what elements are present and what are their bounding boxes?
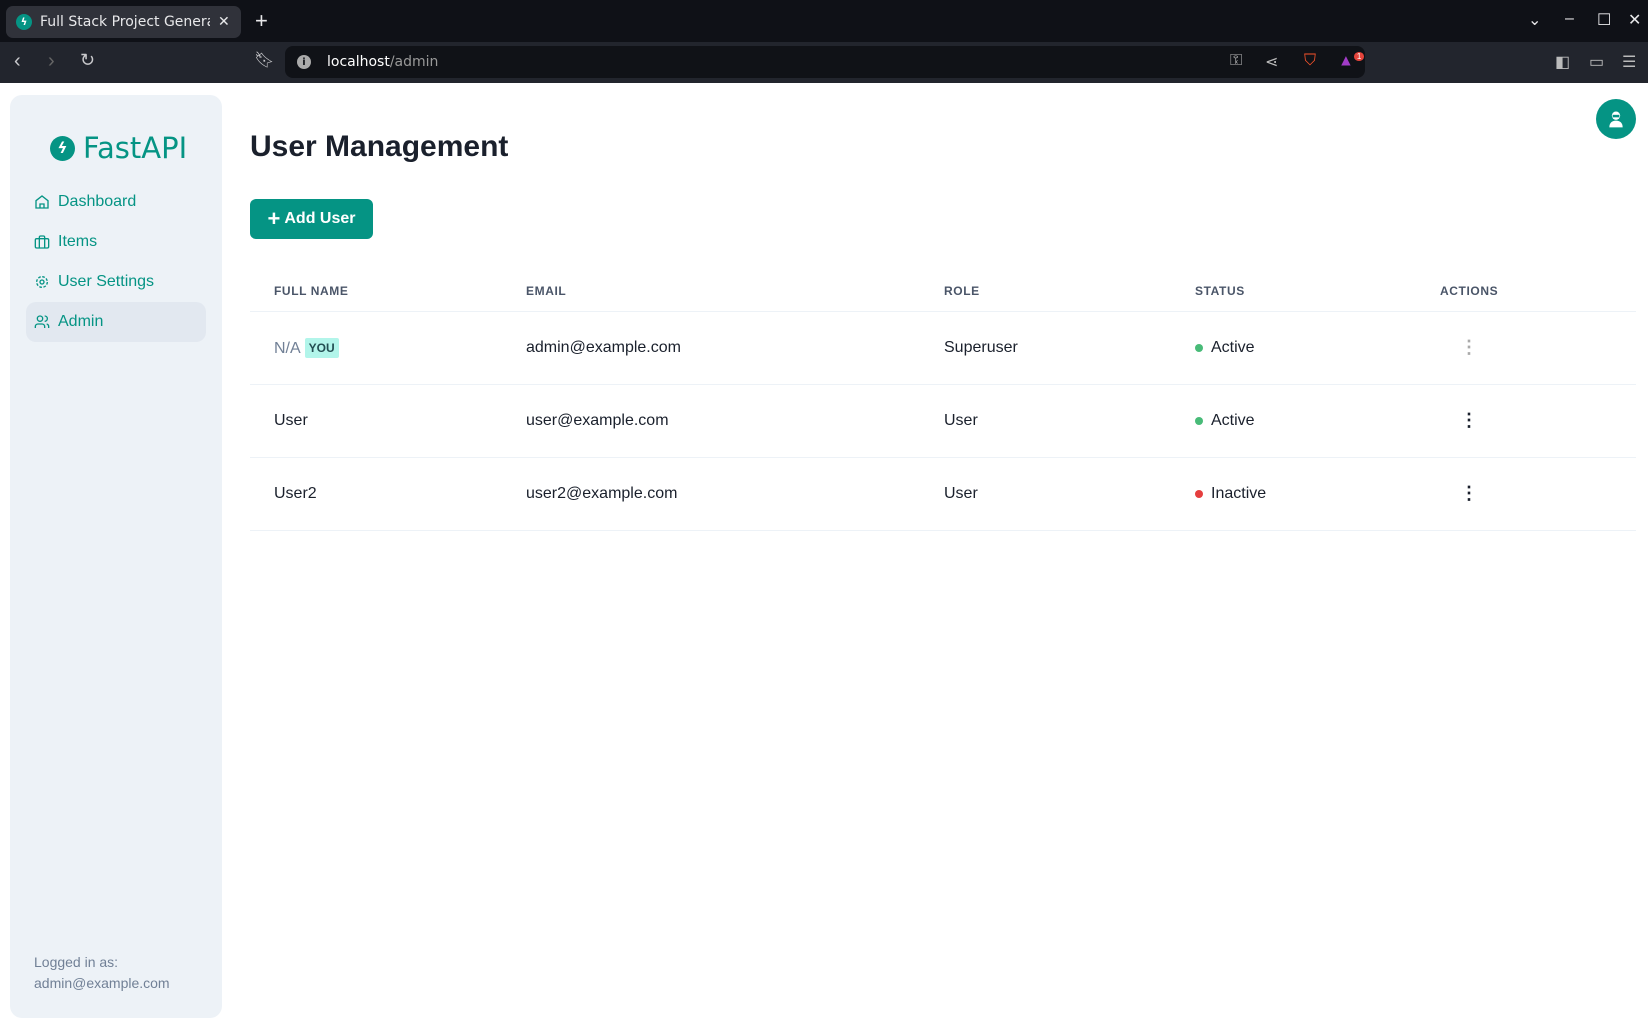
status-dot-icon <box>1195 416 1203 425</box>
more-actions-icon[interactable]: ⋮ <box>1460 410 1478 430</box>
sidebar-item-dashboard[interactable]: Dashboard <box>26 182 206 222</box>
tab-list-chevron-icon[interactable]: ⌄ <box>1528 12 1542 29</box>
briefcase-icon <box>34 235 50 249</box>
table-row: N/A YOU admin@example.com Superuser Activ… <box>250 311 1636 385</box>
more-actions-icon: ⋮ <box>1460 337 1478 357</box>
actions-cell: ⋮ <box>1416 457 1636 531</box>
more-actions-icon[interactable]: ⋮ <box>1460 483 1478 503</box>
sidebar-item-label: Admin <box>58 313 104 330</box>
forward-icon[interactable]: › <box>48 50 55 72</box>
browser-tab[interactable]: ϟ Full Stack Project Generator ✕ <box>6 6 241 38</box>
sidebar-item-items[interactable]: Items <box>26 222 206 262</box>
status-text: Active <box>1211 411 1255 429</box>
sidebar: ϟ FastAPI Dashboard Items User Settings A… <box>10 95 222 1018</box>
sidebar-item-label: Items <box>58 233 98 250</box>
email-cell: user@example.com <box>502 384 920 458</box>
table-row: User user@example.com User Active ⋮ <box>250 384 1636 458</box>
fastapi-logo[interactable]: ϟ FastAPI <box>50 131 187 165</box>
role-cell: User <box>920 384 1171 458</box>
full-name-cell: User <box>250 384 502 458</box>
user-avatar-icon <box>1609 111 1623 128</box>
users-table: FULL NAME EMAIL ROLE STATUS ACTIONS N/A Y… <box>250 272 1636 531</box>
page-title: User Management <box>250 130 509 163</box>
sidebar-item-admin[interactable]: Admin <box>26 302 206 342</box>
key-icon[interactable]: ⚿ <box>1230 52 1243 69</box>
close-tab-icon[interactable]: ✕ <box>218 14 230 30</box>
wallet-icon[interactable]: ▭ <box>1589 54 1605 71</box>
add-user-label: Add User <box>284 210 356 227</box>
status-dot-icon <box>1195 489 1203 498</box>
brave-shield-icon[interactable]: ⛉ <box>1304 52 1317 69</box>
bookmark-icon[interactable]: 🔖︎ <box>254 52 275 69</box>
tab-title: Full Stack Project Generator <box>40 14 210 30</box>
column-header: EMAIL <box>502 272 920 312</box>
browser-toolbar: ‹ › ↻ 🔖︎ i localhost/admin ⚿ ⋖ ⛉ ▲ 1 ◧ ▭ … <box>0 42 1648 83</box>
actions-cell: ⋮ <box>1416 311 1636 385</box>
sidebar-item-user-settings[interactable]: User Settings <box>26 262 206 302</box>
home-icon <box>35 195 49 209</box>
column-header: FULL NAME <box>250 272 502 312</box>
fastapi-logo-icon: ϟ <box>50 135 75 161</box>
status-dot-icon <box>1195 343 1203 352</box>
minimize-icon[interactable]: – <box>1565 10 1574 27</box>
new-tab-icon[interactable]: + <box>255 8 268 33</box>
status-cell: Inactive <box>1171 457 1416 531</box>
status-cell: Active <box>1171 384 1416 458</box>
sidebar-toggle-icon[interactable]: ◧ <box>1555 54 1571 71</box>
role-cell: Superuser <box>920 311 1171 385</box>
column-header: ROLE <box>920 272 1171 312</box>
full-name-cell: N/A YOU <box>250 311 502 385</box>
you-badge: YOU <box>304 337 339 358</box>
role-cell: User <box>920 457 1171 531</box>
back-icon[interactable]: ‹ <box>14 50 21 72</box>
logged-in-info: Logged in as: admin@example.com <box>34 952 170 994</box>
table-header: FULL NAME EMAIL ROLE STATUS ACTIONS <box>250 272 1636 312</box>
site-info-icon[interactable]: i <box>297 55 311 69</box>
full-name-cell: User2 <box>250 457 502 531</box>
close-window-icon[interactable]: ✕ <box>1628 12 1642 29</box>
column-header: STATUS <box>1171 272 1416 312</box>
email-cell: user2@example.com <box>502 457 920 531</box>
status-text: Inactive <box>1211 484 1267 502</box>
fastapi-favicon-icon: ϟ <box>16 14 32 30</box>
url-host: localhost <box>327 54 390 70</box>
maximize-icon[interactable]: ☐ <box>1597 12 1612 29</box>
sidebar-item-label: User Settings <box>58 273 155 290</box>
table-row: User2 user2@example.com User Inactive ⋮ <box>250 457 1636 531</box>
logo-text: FastAPI <box>83 131 188 165</box>
address-bar[interactable]: i localhost/admin <box>285 46 1365 78</box>
url-path: /admin <box>389 54 439 70</box>
gear-icon <box>36 276 48 288</box>
notification-badge: 1 <box>1353 52 1365 61</box>
full-name: N/A <box>274 339 301 357</box>
status-cell: Active <box>1171 311 1416 385</box>
add-user-button[interactable]: + Add User <box>250 199 373 239</box>
brave-rewards-icon[interactable]: ▲ 1 <box>1338 52 1365 70</box>
logged-in-email: admin@example.com <box>34 975 170 991</box>
browser-tab-bar: ϟ Full Stack Project Generator ✕ + ⌄ – ☐… <box>0 0 1648 42</box>
column-header: ACTIONS <box>1416 272 1636 312</box>
share-icon[interactable]: ⋖ <box>1265 54 1279 71</box>
sidebar-item-label: Dashboard <box>58 193 137 210</box>
logged-in-label: Logged in as: <box>34 954 119 970</box>
status-text: Active <box>1211 338 1255 356</box>
user-menu-avatar[interactable] <box>1596 99 1636 139</box>
users-icon <box>34 315 50 328</box>
menu-icon[interactable]: ☰ <box>1622 54 1637 71</box>
reload-icon[interactable]: ↻ <box>80 50 96 70</box>
email-cell: admin@example.com <box>502 311 920 385</box>
actions-cell: ⋮ <box>1416 384 1636 458</box>
plus-icon: + <box>267 206 281 231</box>
